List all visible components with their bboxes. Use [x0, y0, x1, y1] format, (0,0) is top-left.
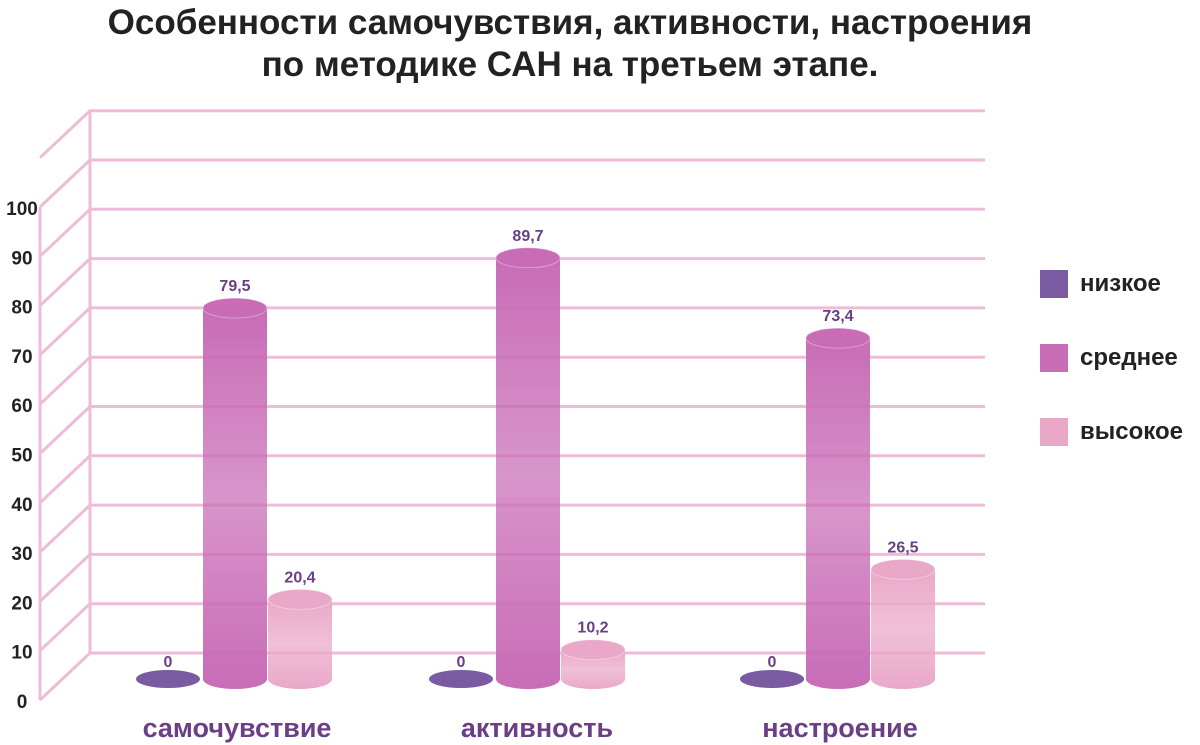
grid-layer [38, 109, 985, 702]
y-tick-label: 70 [11, 347, 32, 368]
legend-label: среднее [1080, 344, 1178, 371]
legend-swatch [1040, 344, 1068, 372]
legend-label: низкое [1080, 270, 1161, 297]
bars-layer [136, 247, 936, 689]
y-tick-label: 100 [6, 199, 38, 220]
x-category-label: самочувствие [143, 713, 332, 743]
y-axis-ticks: 0 10 20 30 40 50 60 70 80 90 100 [6, 199, 38, 713]
gridline [38, 158, 985, 209]
y-tick-label: 80 [11, 298, 32, 319]
chart-title-line1: Особенности самочувствия, активности, на… [107, 3, 1033, 42]
data-label: 0 [457, 654, 466, 671]
data-label: 73,4 [822, 308, 853, 325]
data-label: 79,5 [219, 278, 250, 295]
chart-legend: низкое среднее высокое [1040, 270, 1200, 490]
bar-low [136, 670, 200, 688]
legend-item-high: высокое [1040, 418, 1183, 446]
bar-medium [202, 297, 268, 689]
bar-medium [495, 247, 561, 689]
bar-high [870, 558, 936, 689]
legend-swatch [1040, 270, 1068, 298]
data-label: 0 [768, 654, 777, 671]
data-labels-layer: 0 0 0 79,5 89,7 73,4 20,4 10,2 26,5 [164, 228, 919, 671]
data-label: 26,5 [887, 539, 918, 556]
bar-low [740, 670, 804, 688]
y-tick-label: 30 [11, 544, 32, 565]
y-tick-label: 60 [11, 396, 32, 417]
x-category-label: настроение [762, 713, 918, 743]
x-axis-categories: самочувствие активность настроение [143, 713, 918, 743]
data-label: 20,4 [284, 569, 315, 586]
bar-low [429, 670, 493, 688]
data-label: 89,7 [512, 228, 543, 245]
y-tick-label: 0 [17, 692, 28, 713]
x-category-label: активность [461, 713, 613, 743]
y-tick-label: 90 [11, 248, 32, 269]
y-tick-label: 20 [11, 593, 32, 614]
legend-item-low: низкое [1040, 270, 1161, 298]
bar-high [267, 588, 333, 689]
y-tick-label: 10 [11, 643, 32, 664]
y-tick-label: 40 [11, 495, 32, 516]
legend-item-medium: среднее [1040, 344, 1178, 372]
chart-title: Особенности самочувствия, активности, на… [0, 2, 1140, 86]
data-label: 0 [164, 654, 173, 671]
y-tick-label: 50 [11, 446, 32, 467]
chart-title-line2: по методике САН на третьем этапе. [261, 45, 879, 84]
legend-swatch [1040, 418, 1068, 446]
gridline [38, 109, 985, 159]
bar-medium [805, 327, 871, 689]
bar-high [560, 639, 626, 689]
data-label: 10,2 [577, 620, 608, 637]
legend-label: высокое [1080, 418, 1183, 445]
